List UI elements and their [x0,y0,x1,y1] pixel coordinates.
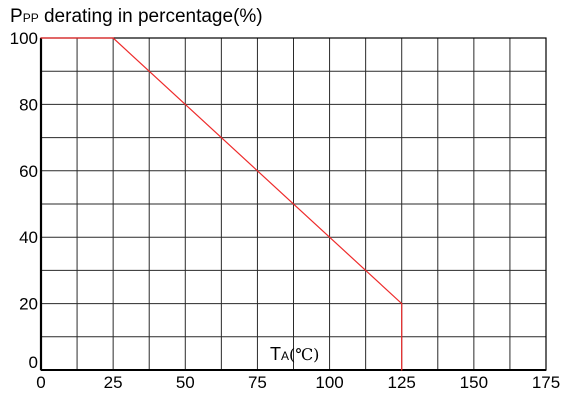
y-tick-label: 20 [19,295,38,314]
chart-title-main: P [10,6,23,27]
x-tick-label: 150 [460,373,488,392]
series-line [41,37,403,370]
y-tick-label: 40 [19,228,38,247]
series-point [112,37,114,39]
y-tick-label: 60 [19,162,38,181]
x-tick-label: 50 [176,373,195,392]
chart-title-rest: derating in percentage(%) [39,6,263,27]
y-tick-label: 0 [29,353,38,372]
x-axis-label-subscript: A [281,349,289,363]
plot-frame [39,37,547,371]
chart-title: PPP derating in percentage(%) [10,6,263,27]
y-tick-label: 80 [19,95,38,114]
series-point [40,37,42,39]
chart-title-subscript: PP [23,11,39,25]
x-tick-label: 25 [104,373,123,392]
x-tick-labels: 0 25 50 75 100 125 150 175 [36,373,560,392]
x-tick-label: 100 [315,373,343,392]
series-point [401,303,403,305]
series-layer [40,37,403,371]
series-point [401,369,403,371]
y-tick-labels: 0 20 40 60 80 100 [10,29,38,372]
x-tick-label: 175 [532,373,560,392]
x-tick-label: 75 [248,373,267,392]
x-tick-label: 0 [36,373,45,392]
x-axis-label: TA(℃) [270,344,319,364]
x-tick-label: 125 [388,373,416,392]
x-axis-label-unit: (℃) [289,345,319,364]
y-tick-label: 100 [10,29,38,48]
x-axis-label-main: T [270,344,281,364]
